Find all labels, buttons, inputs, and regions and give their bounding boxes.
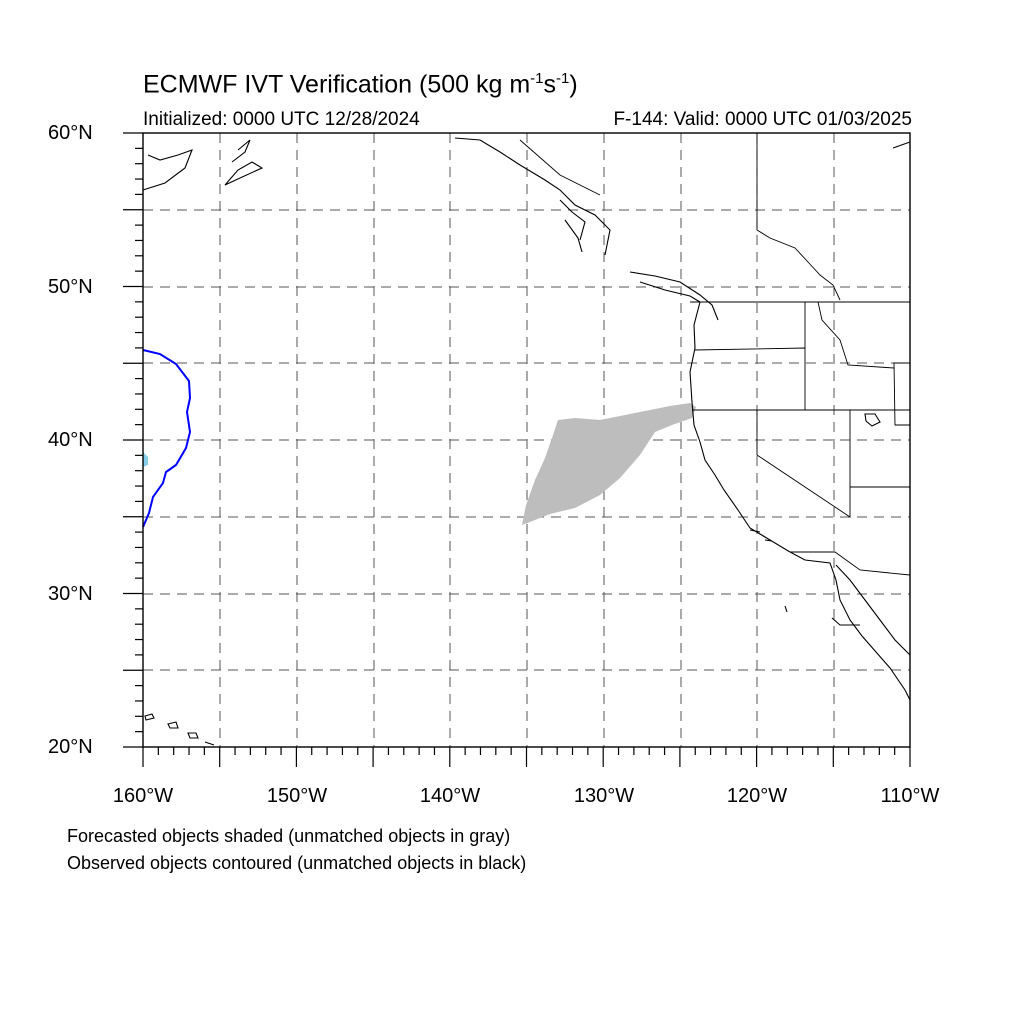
lat-label-40: 40°N — [48, 429, 93, 451]
initialized-time: Initialized: 0000 UTC 12/28/2024 — [143, 109, 420, 130]
lat-label-30: 30°N — [48, 583, 93, 605]
lat-label-50: 50°N — [48, 276, 93, 298]
lon-label-110w: 110°W — [880, 785, 940, 807]
forecast-object-unmatched — [522, 403, 696, 525]
lon-label-160w: 160°W — [112, 785, 174, 807]
graticule — [143, 133, 910, 747]
lon-label-140w: 140°W — [419, 785, 481, 807]
tick-marks — [123, 132, 911, 767]
lat-label-60: 60°N — [48, 122, 93, 144]
valid-time: F-144: Valid: 0000 UTC 01/03/2025 — [613, 109, 912, 130]
political-borders — [519, 133, 911, 576]
forecast-object-matched — [143, 452, 148, 467]
lon-label-130w: 130°W — [573, 785, 635, 807]
lon-label-120w: 120°W — [726, 785, 788, 807]
lat-label-20: 20°N — [48, 736, 93, 758]
coastlines — [142, 137, 911, 746]
forecast-note: Forecasted objects shaded (unmatched obj… — [67, 826, 511, 846]
chart-title: ECMWF IVT Verification (500 kg m-1s-1) — [143, 70, 578, 99]
lon-label-150w: 150°W — [266, 785, 328, 807]
observed-note: Observed objects contoured (unmatched ob… — [67, 853, 527, 873]
observed-object-contour — [142, 349, 192, 528]
